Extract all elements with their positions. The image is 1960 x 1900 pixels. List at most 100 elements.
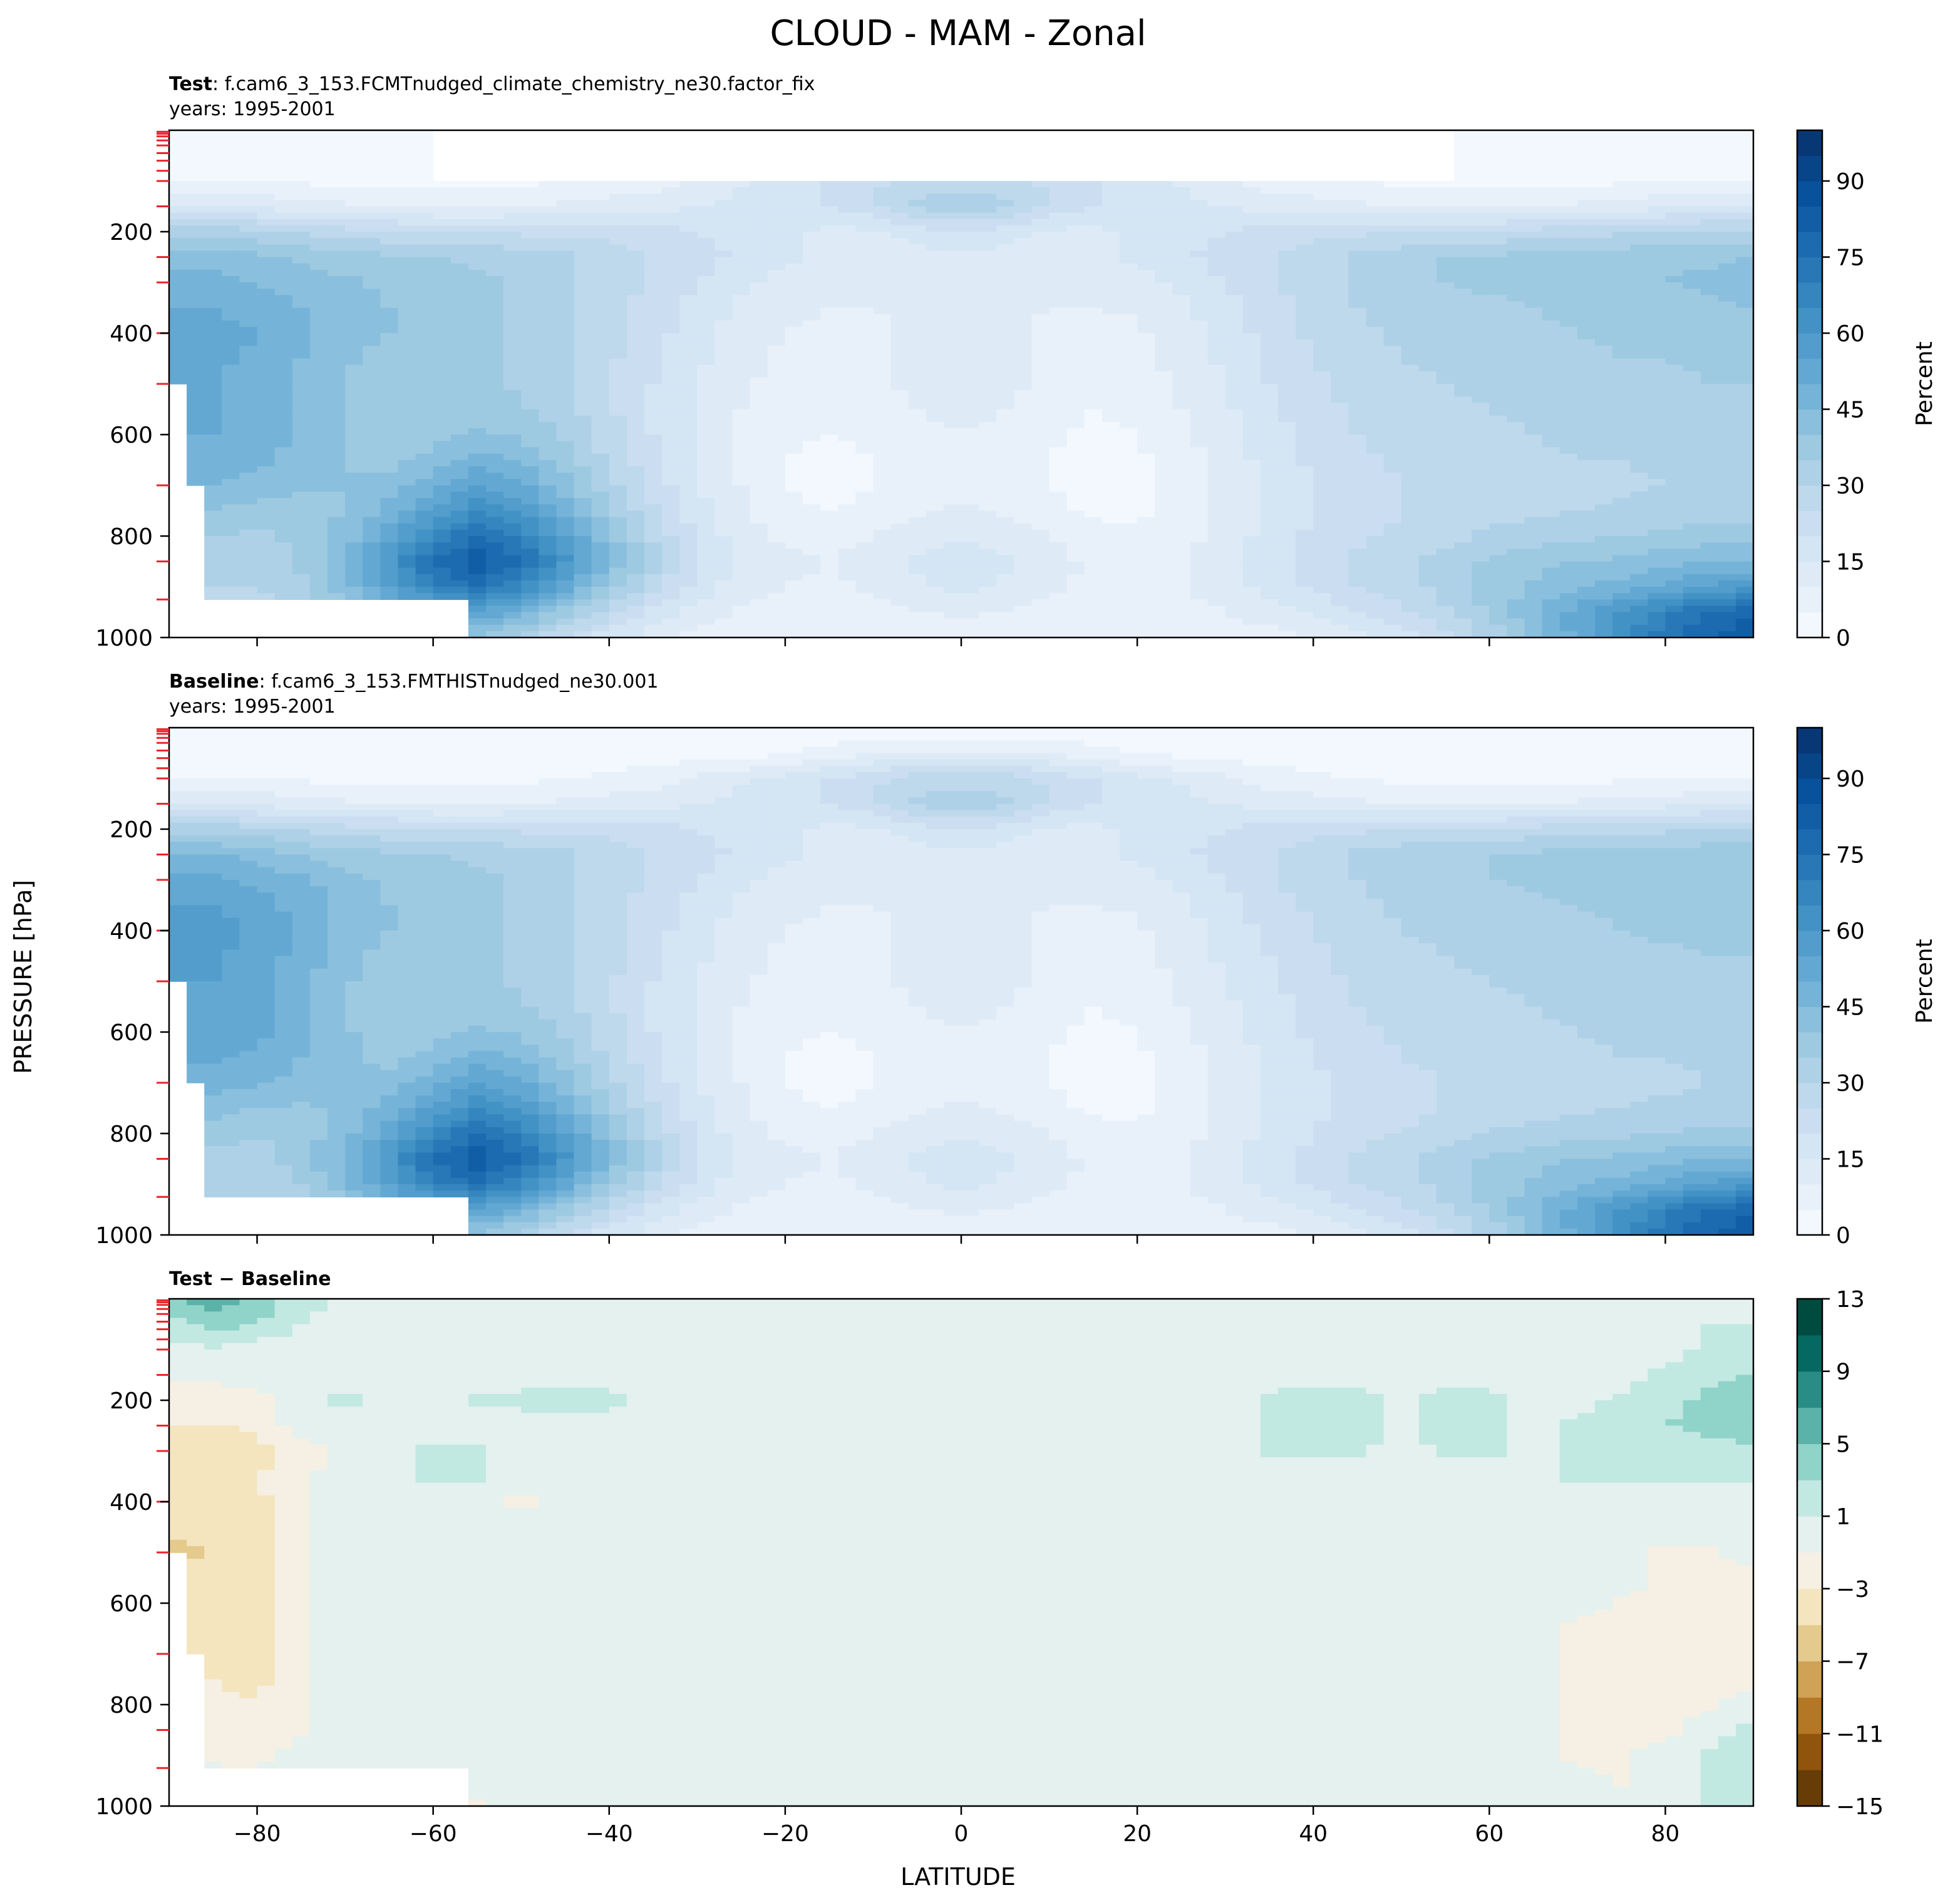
test-cell	[732, 421, 751, 429]
test-cell	[714, 441, 733, 448]
test-cell	[1260, 377, 1279, 385]
test-cell	[979, 498, 998, 505]
test-cell	[1366, 346, 1385, 353]
test-cell	[1331, 333, 1349, 340]
test-cell	[785, 453, 803, 461]
test-cell	[1454, 250, 1473, 258]
test-cell	[222, 263, 240, 271]
test-cell	[521, 326, 540, 334]
test-cell	[574, 377, 592, 385]
test-cell	[1683, 225, 1701, 232]
test-cell	[363, 162, 381, 169]
test-cell	[1665, 320, 1684, 328]
test-cell	[1735, 346, 1754, 353]
test-cell	[433, 289, 451, 296]
test-cell	[239, 289, 258, 296]
test-cell	[380, 435, 399, 441]
test-cell	[1630, 301, 1649, 309]
test-cell	[363, 149, 381, 157]
test-cell	[503, 295, 522, 302]
test-cell	[1137, 295, 1156, 302]
test-cell	[345, 478, 364, 486]
test-cell	[1014, 364, 1033, 372]
test-cell	[890, 250, 909, 258]
test-cell	[1137, 498, 1156, 505]
test-cell	[1524, 409, 1543, 416]
test-cell	[803, 364, 821, 372]
test-cell	[1542, 225, 1560, 232]
test-cell	[1524, 510, 1543, 518]
test-cell	[1436, 358, 1455, 366]
test-cell	[239, 377, 258, 385]
test-cell	[398, 162, 416, 169]
test-cell	[1172, 472, 1191, 480]
test-cell	[169, 137, 187, 144]
test-cell	[1260, 435, 1279, 441]
test-cell	[996, 358, 1015, 366]
test-cell	[1542, 263, 1560, 271]
test-cell	[1401, 333, 1420, 340]
test-cell	[908, 181, 927, 188]
test-cell	[309, 377, 328, 385]
test-cell	[1260, 326, 1279, 334]
test-cell	[222, 187, 240, 195]
test-cell	[521, 510, 540, 518]
test-cell	[1630, 364, 1649, 372]
test-cell	[767, 244, 786, 252]
test-cell	[1260, 232, 1279, 239]
test-cell	[1172, 181, 1191, 188]
test-cell	[750, 441, 768, 448]
test-cell	[239, 162, 258, 169]
test-cell	[468, 314, 487, 321]
test-cell	[1648, 403, 1666, 410]
test-cell	[1242, 421, 1261, 429]
test-cell	[890, 403, 909, 410]
test-cell	[1296, 352, 1314, 359]
test-cell	[363, 364, 381, 372]
test-cell	[609, 390, 627, 398]
test-cell	[1472, 498, 1490, 505]
test-cell	[644, 352, 663, 359]
test-cell	[1542, 510, 1560, 518]
test-cell	[1383, 282, 1402, 289]
test-cell	[1278, 206, 1296, 214]
test-cell	[222, 238, 240, 245]
test-cell	[1683, 384, 1701, 391]
test-cell	[1331, 466, 1349, 473]
test-cell	[1172, 428, 1191, 435]
test-cell	[345, 244, 364, 252]
test-cell	[890, 269, 909, 277]
test-cell	[1207, 200, 1226, 207]
test-cell	[1683, 447, 1701, 455]
test-cell	[644, 504, 663, 512]
test-cell	[1577, 492, 1596, 499]
test-cell	[1031, 478, 1050, 486]
test-cell	[204, 289, 223, 296]
test-cell	[1542, 187, 1560, 195]
test-cell	[415, 390, 434, 398]
test-cell	[1700, 155, 1719, 163]
test-cell	[222, 301, 240, 309]
test-cell	[1383, 187, 1402, 195]
test-cell	[732, 269, 751, 277]
test-cell	[556, 187, 575, 195]
test-cell	[1507, 320, 1525, 328]
test-cell	[1507, 168, 1525, 175]
test-cell	[1278, 276, 1296, 283]
test-cell	[926, 396, 944, 404]
test-cell	[1348, 244, 1367, 252]
test-cell	[1454, 415, 1473, 423]
test-cell	[1190, 194, 1209, 201]
test-cell	[204, 232, 223, 239]
test-cell	[1735, 263, 1754, 271]
test-cell	[1172, 307, 1191, 315]
test-cell	[961, 263, 979, 271]
test-cell	[1278, 510, 1296, 518]
test-cell	[1418, 194, 1437, 201]
test-cell	[609, 460, 627, 467]
test-cell	[1648, 137, 1666, 144]
test-cell	[1401, 384, 1420, 391]
test-cell	[1454, 492, 1473, 499]
test-cell	[1507, 415, 1525, 423]
test-cell	[328, 346, 346, 353]
